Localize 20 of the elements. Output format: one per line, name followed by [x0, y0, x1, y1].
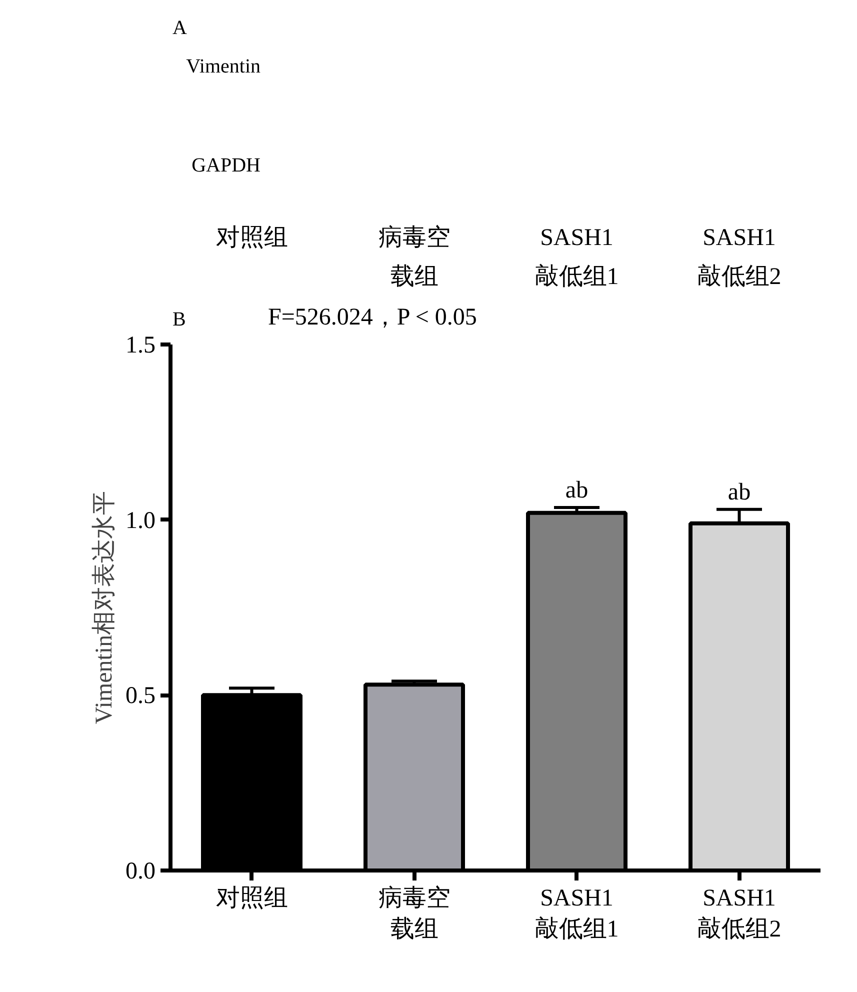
text: B — [172, 308, 186, 330]
text: Vimentin — [186, 56, 261, 78]
y-tick-label: 0.0 — [126, 858, 156, 884]
x-tick-label: SASH1 敲低组1 — [534, 886, 619, 943]
text: A — [172, 17, 188, 39]
annotation: ab — [565, 478, 588, 504]
y-tick-label: 1.0 — [126, 508, 156, 534]
x-tick-label: 对照组 — [216, 886, 288, 912]
category-label: SASH1 敲低组2 — [697, 224, 782, 290]
category-label: 对照组 — [216, 224, 288, 251]
y-tick-label: 0.5 — [126, 683, 156, 710]
x-tick-label: 病毒空载组 — [378, 884, 450, 943]
annotation: ab — [728, 479, 751, 506]
y-tick-label: 1.5 — [126, 332, 156, 358]
x-tick-label: SASH1 敲低组2 — [697, 886, 782, 943]
text: F=526.024，P < 0.05 — [268, 304, 477, 330]
text: GAPDH — [192, 154, 261, 176]
y-axis-title: Vimentin相对表达水平 — [92, 490, 118, 724]
category-label: 病毒空载组 — [378, 224, 450, 290]
category-label: SASH1 敲低组1 — [534, 224, 619, 290]
